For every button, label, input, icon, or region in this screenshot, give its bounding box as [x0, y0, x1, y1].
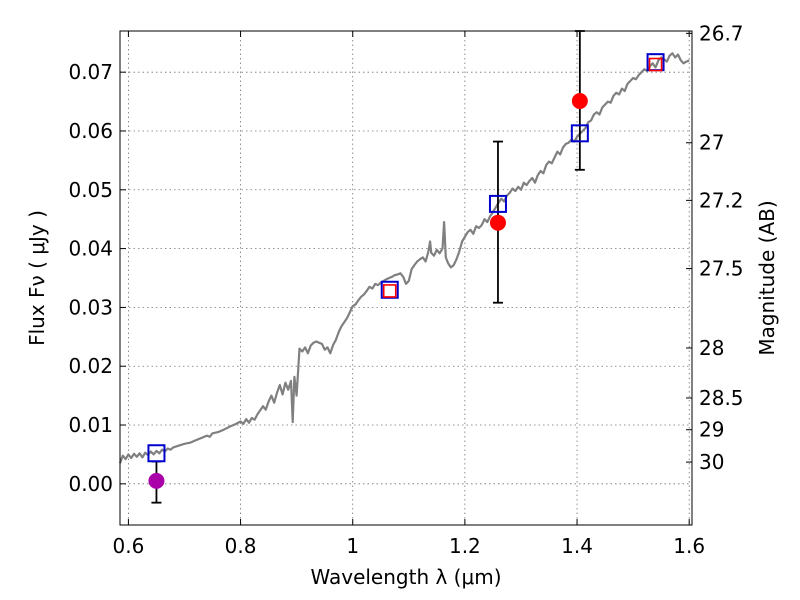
right-tick-label: 30	[699, 450, 724, 474]
y-axis-ticks: 0.00 0.01 0.02 0.03 0.04 0.05 0.06 0.07	[68, 60, 126, 496]
x-tick-label: 0.6	[113, 534, 145, 558]
y-tick-label: 0.06	[68, 119, 113, 143]
x-tick-label: 1.6	[673, 534, 705, 558]
right-tick-label: 29	[699, 418, 724, 442]
spectrum-layer	[118, 52, 690, 464]
right-tick-label: 27	[699, 131, 724, 155]
grid	[120, 31, 692, 525]
y-tick-label: 0.07	[68, 60, 113, 84]
y-tick-label: 0.04	[68, 237, 113, 261]
right-axis-ticks: 26.7 27 27.2 27.5 28 28.5 29 30	[686, 21, 744, 474]
observed-square-marker	[648, 57, 663, 72]
model-square-marker	[147, 444, 166, 463]
model-square-marker	[380, 280, 399, 299]
model-square-marker	[570, 124, 589, 143]
marker-layer	[147, 53, 665, 489]
right-tick-label: 28.5	[699, 386, 744, 410]
right-tick-label: 27.5	[699, 257, 744, 281]
right-tick-label: 27.2	[699, 188, 744, 212]
x-tick-label: 1	[346, 534, 359, 558]
y-tick-label: 0.03	[68, 295, 113, 319]
y-tick-label: 0.01	[68, 413, 113, 437]
observed-square-marker	[382, 284, 397, 298]
observed-dot-marker	[571, 92, 588, 109]
observed-dot-marker	[148, 472, 165, 489]
y-tick-label: 0.05	[68, 178, 113, 202]
right-tick-label: 26.7	[699, 21, 744, 45]
x-tick-label: 1.2	[449, 534, 481, 558]
right-tick-label: 28	[699, 336, 724, 360]
spectrum-line	[118, 52, 690, 464]
observed-dot-marker	[489, 214, 506, 231]
right-axis-label: Magnitude (AB)	[755, 200, 779, 355]
y-axis-label: Flux Fν ( μJy )	[25, 210, 49, 346]
x-axis-label: Wavelength λ (μm)	[310, 565, 501, 589]
y-tick-label: 0.02	[68, 354, 113, 378]
x-tick-label: 0.8	[225, 534, 257, 558]
plot-frame	[119, 30, 693, 526]
x-axis-ticks: 0.6 0.8 1 1.2 1.4 1.6	[113, 31, 705, 558]
model-square-marker	[488, 194, 507, 213]
y-tick-label: 0.00	[68, 472, 113, 496]
x-tick-label: 1.4	[561, 534, 593, 558]
